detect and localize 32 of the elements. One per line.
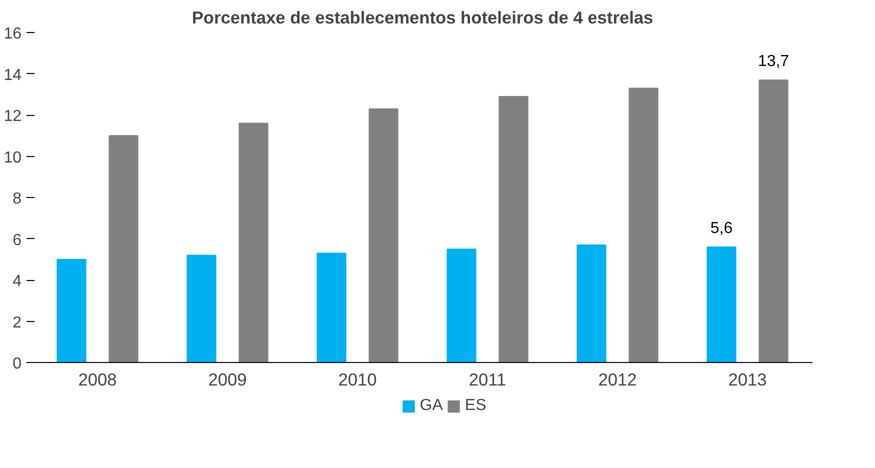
chart-title: Porcentaxe de establecementos hoteleiros de 4 estrelas <box>192 8 654 28</box>
bar <box>706 246 736 362</box>
y-tick-label: 6 <box>12 232 22 249</box>
bar <box>576 244 606 362</box>
x-tick-label: 2008 <box>78 370 117 390</box>
bar <box>316 252 346 362</box>
x-tick-label: 2011 <box>468 370 506 390</box>
legend-label: GA <box>420 397 443 415</box>
bar <box>186 254 216 362</box>
x-tick-label: 2012 <box>598 370 637 390</box>
y-tick-label: 12 <box>4 108 22 125</box>
bar <box>446 248 476 362</box>
bar <box>758 79 788 362</box>
y-tick-label: 8 <box>12 190 22 208</box>
x-tick-label: 2013 <box>728 370 767 390</box>
bar <box>628 88 658 362</box>
bar <box>498 96 528 362</box>
legend-label: ES <box>464 397 486 415</box>
bar <box>368 108 398 362</box>
y-tick-label: 4 <box>12 273 22 290</box>
x-tick-label: 2010 <box>338 370 377 390</box>
y-tick-label: 16 <box>4 26 22 42</box>
data-label: 5,6 <box>710 220 733 237</box>
data-label: 13,7 <box>758 52 790 70</box>
bar <box>56 258 86 362</box>
bar <box>238 122 268 362</box>
y-tick-label: 14 <box>4 66 22 84</box>
y-tick-label: 2 <box>12 314 22 332</box>
bar <box>108 135 138 362</box>
y-tick-label: 0 <box>12 356 22 372</box>
x-tick-label: 2009 <box>208 370 247 390</box>
y-tick-label: 10 <box>4 149 22 166</box>
